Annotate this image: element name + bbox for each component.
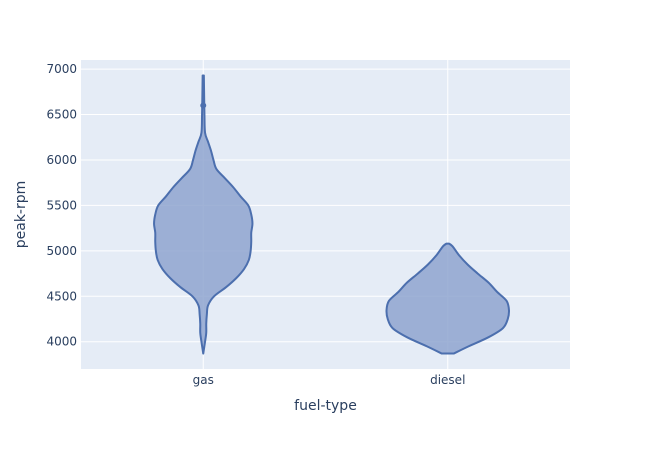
y-gridlines <box>81 68 570 343</box>
x-tick-labels: gas diesel <box>193 373 466 387</box>
y-tick-label: 6500 <box>46 108 77 122</box>
x-axis-title: fuel-type <box>294 398 357 414</box>
x-tick-label: diesel <box>430 373 465 387</box>
y-tick-label: 4000 <box>46 335 77 349</box>
violins <box>153 74 510 355</box>
y-tick-label: 5000 <box>46 244 77 258</box>
y-tick-label: 5500 <box>46 198 77 212</box>
violin-diesel <box>385 242 510 355</box>
y-tick-label: 6000 <box>46 153 77 167</box>
y-tick-label: 4500 <box>46 289 77 303</box>
y-tick-labels: 4000 4500 5000 5500 6000 6500 7000 <box>46 62 77 349</box>
y-tick-label: 7000 <box>46 62 77 76</box>
violin-marker-gas <box>200 102 207 109</box>
y-axis-title: peak-rpm <box>13 181 29 249</box>
violin-gas <box>153 74 254 355</box>
x-tick-label: gas <box>193 373 214 387</box>
